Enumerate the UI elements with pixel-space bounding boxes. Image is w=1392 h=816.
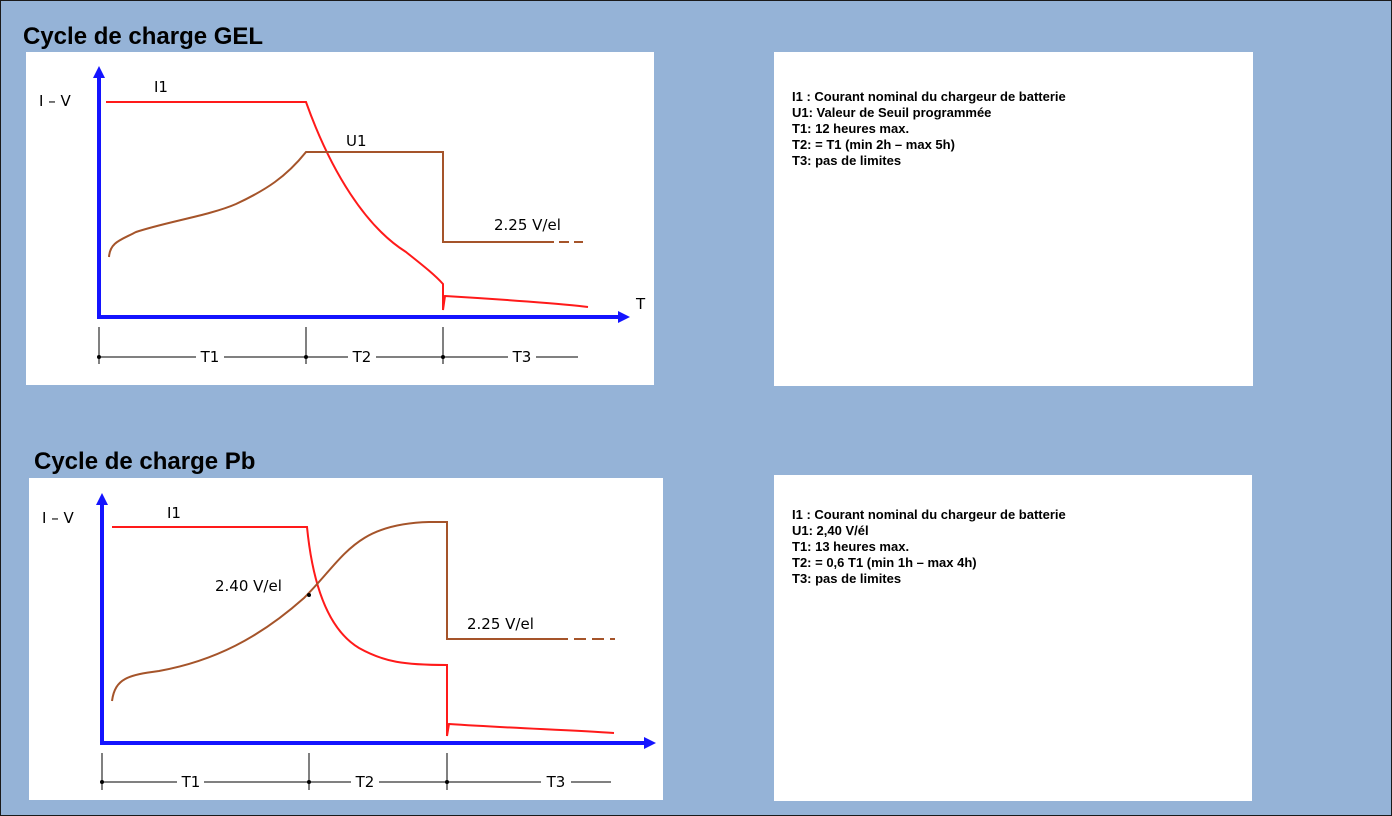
x-axis-label: T <box>635 295 646 313</box>
threshold-point <box>307 593 311 597</box>
legend-item: T1: 12 heures max. <box>792 121 910 136</box>
y-axis-arrowhead <box>93 66 105 78</box>
current-label: I1 <box>167 504 181 522</box>
phase-label-t1: T1 <box>200 348 220 366</box>
legend-item: U1: 2,40 V/él <box>792 523 869 538</box>
phase-label-t2: T2 <box>355 773 375 791</box>
timeline-node <box>441 355 445 359</box>
legend-item: T3: pas de limites <box>792 153 902 168</box>
pb-legend-box: I1 : Courant nominal du chargeur de batt… <box>774 475 1252 801</box>
legend-item: I1 : Courant nominal du chargeur de batt… <box>792 89 1066 104</box>
float-voltage-label: 2.25 V/el <box>494 216 561 234</box>
current-label: I1 <box>154 78 168 96</box>
gel-diagram-svg: I – V I1 U1 2.25 V/el T T1 T2 T3 <box>39 66 646 366</box>
y-axis-arrowhead <box>96 493 108 505</box>
y-axis-label: I – V <box>42 509 74 527</box>
pb-diagram-svg: I – V I1 2.40 V/el 2.25 V/el T T1 T2 <box>42 493 656 791</box>
timeline-node <box>445 780 449 784</box>
current-curve <box>112 526 615 737</box>
gel-charge-diagram: I – V I1 U1 2.25 V/el T T1 T2 T3 <box>26 52 654 385</box>
legend-item: T1: 13 heures max. <box>792 539 910 554</box>
timeline-node <box>307 780 311 784</box>
voltage-curve <box>108 151 544 258</box>
legend-item: T3: pas de limites <box>792 571 902 586</box>
voltage-label: 2.40 V/el <box>215 577 282 595</box>
x-axis-arrowhead <box>644 737 656 749</box>
section-title-gel: Cycle de charge GEL <box>23 23 264 50</box>
section-title-pb: Cycle de charge Pb <box>34 448 256 475</box>
y-axis-label: I – V <box>39 92 71 110</box>
gel-legend-box: I1 : Courant nominal du chargeur de batt… <box>774 52 1253 386</box>
timeline-node <box>304 355 308 359</box>
voltage-curve <box>111 521 556 702</box>
phase-label-t1: T1 <box>181 773 201 791</box>
x-axis-arrowhead <box>618 311 630 323</box>
pb-charge-diagram: I – V I1 2.40 V/el 2.25 V/el T T1 T2 <box>29 478 663 800</box>
pb-legend-list: I1 : Courant nominal du chargeur de batt… <box>792 507 1066 587</box>
voltage-label: U1 <box>346 132 367 150</box>
legend-item: T2: = T1 (min 2h – max 5h) <box>792 137 955 152</box>
legend-item: T2: = 0,6 T1 (min 1h – max 4h) <box>792 555 977 570</box>
phase-label-t3: T3 <box>546 773 566 791</box>
phase-label-t3: T3 <box>512 348 532 366</box>
gel-legend-list: I1 : Courant nominal du chargeur de batt… <box>792 89 1066 169</box>
current-curve <box>106 101 589 311</box>
legend-item: U1: Valeur de Seuil programmée <box>792 105 992 120</box>
phase-label-t2: T2 <box>352 348 372 366</box>
timeline-node <box>97 355 101 359</box>
phase-timeline <box>98 327 578 364</box>
float-voltage-label: 2.25 V/el <box>467 615 534 633</box>
timeline-node <box>100 780 104 784</box>
legend-item: I1 : Courant nominal du chargeur de batt… <box>792 507 1066 522</box>
